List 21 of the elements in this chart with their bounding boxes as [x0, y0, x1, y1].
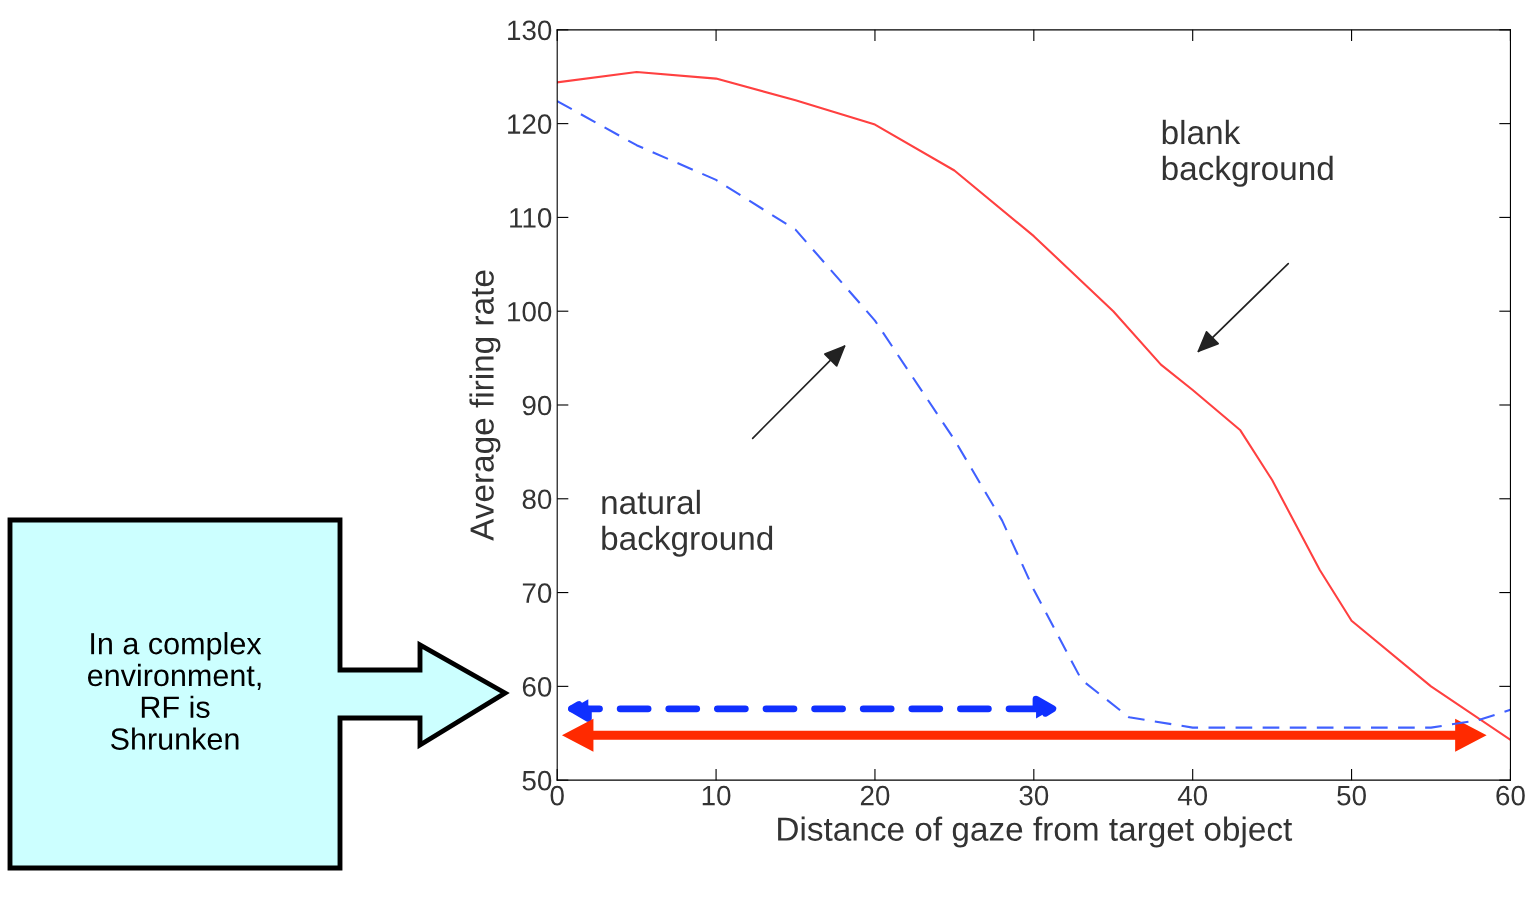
x-tick-label: 20 — [860, 785, 890, 806]
annotation: natural background — [602, 489, 773, 557]
y-tick-label: 120 — [508, 114, 552, 134]
x-axis-title: Distance of gaze from target object — [778, 816, 1293, 848]
y-tick-label: 100 — [508, 301, 552, 322]
y-tick-label: 50 — [522, 770, 552, 791]
x-tick-label: 0 — [550, 785, 564, 806]
y-tick-label: 130 — [508, 20, 552, 41]
y-tick-label: 90 — [522, 395, 552, 416]
annotation: blank background — [1162, 119, 1333, 187]
y-tick-label: 60 — [522, 677, 552, 697]
x-tick-label: 30 — [1019, 785, 1049, 806]
x-tick-label: 50 — [1337, 785, 1366, 806]
text: In a complex environment, RF is Shrunken — [87, 632, 262, 750]
y-tick-label: 110 — [510, 208, 552, 228]
y-axis-title: Average firing rate — [469, 270, 501, 541]
y-tick-label: 80 — [522, 489, 552, 510]
x-tick-label: 60 — [1496, 785, 1525, 806]
x-tick-label: 40 — [1177, 785, 1208, 806]
y-tick-label: 70 — [522, 583, 552, 603]
x-tick-label: 10 — [702, 785, 731, 806]
